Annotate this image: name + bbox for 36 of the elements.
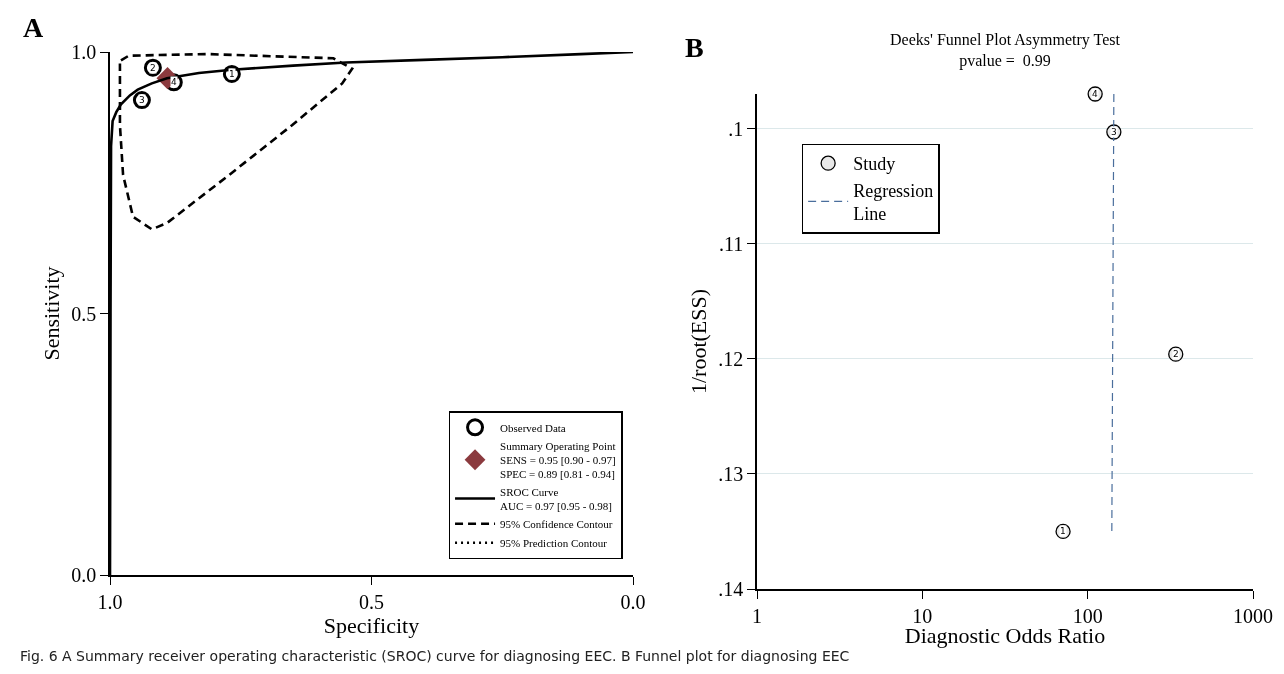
y-tick-label: .12 [718,347,744,370]
legend-label: SROC Curve AUC = 0.97 [0.95 - 0.98] [500,485,612,512]
text: A [23,12,44,43]
legend-label: 95% Prediction Contour [500,537,608,550]
y-tick-label: 0.0 [71,564,97,586]
x-tick-label: 1000 [1233,604,1273,627]
annotation: 4 [171,77,177,87]
legend-label: Observed Data [500,421,566,434]
y-axis-title: Sensitivity [38,266,64,361]
y-tick-label: .13 [718,462,744,485]
x-tick-label: 0.5 [359,590,384,613]
legend-label: Study [853,154,896,175]
text: B [685,32,704,63]
y-tick-label: 1.0 [71,41,97,63]
x-tick-label: 1.0 [97,590,123,613]
y-axis-title: 1/root(ESS) [685,288,711,395]
annotation: 1 [1060,526,1066,536]
annotation: 4 [1092,89,1098,99]
legend-label: Summary Operating Point SENS = 0.95 [0.90 - 0.97] SPEC = 0.89 [0.81 - 0.94] [500,439,616,481]
y-tick-label: 0.5 [71,302,97,325]
annotation: 2 [150,63,156,73]
x-axis-title: Specificity [323,612,420,638]
legend-label: 95% Confidence Contour [500,518,613,531]
chart-title: Deeks' Funnel Plot Asymmetry Test [890,31,1121,49]
annotation: 1 [229,69,235,79]
caption: Fig. 6 A Summary receiver operating characteristic (SROC) curve for diagnosing EEC. B Funnel plot for diagnosing EEC [20,648,850,664]
y-tick-label: .11 [718,232,744,255]
x-tick-label: 1 [752,604,762,627]
annotation: 3 [139,95,145,105]
annotation: 3 [1111,127,1117,137]
x-tick-label: 0.0 [620,590,646,613]
legend-label: Regression Line [853,180,934,225]
annotation: 2 [1173,349,1179,359]
chart-subtitle: pvalue = 0.99 [959,51,1051,70]
y-tick-label: .14 [718,578,744,600]
y-tick-label: .1 [728,117,744,140]
